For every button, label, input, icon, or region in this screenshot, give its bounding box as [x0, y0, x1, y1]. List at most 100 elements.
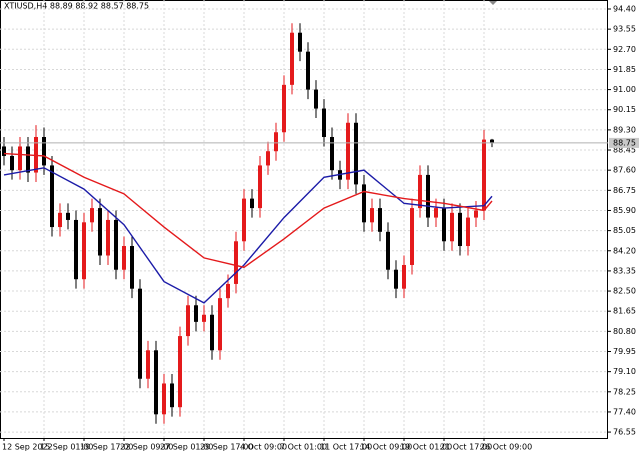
candle-body: [362, 184, 366, 223]
y-tick-label: 79.95: [613, 347, 636, 356]
candle-body: [10, 155, 14, 171]
candle-body: [394, 269, 398, 289]
y-tick-label: 91.00: [613, 85, 636, 94]
y-tick-label: 88.45: [613, 146, 636, 155]
candle-body: [58, 212, 62, 228]
candle-body: [162, 383, 166, 415]
candle-body: [122, 246, 126, 270]
y-tick-label: 84.20: [613, 246, 636, 255]
moving-average: [3, 152, 493, 269]
candle-body: [74, 219, 78, 280]
candle-body: [50, 165, 54, 228]
candle-body: [18, 146, 22, 171]
candle-body: [434, 208, 438, 218]
candle-body: [410, 208, 414, 265]
candle-body: [242, 198, 246, 242]
y-tick-label: 94.40: [613, 5, 636, 14]
candle-body: [26, 146, 30, 173]
x-tick-label: 7 Oct 01:00: [280, 443, 327, 452]
candle-body: [274, 132, 278, 152]
y-tick-label: 86.75: [613, 186, 636, 195]
x-tick-label: 22 Sep 09:00: [120, 443, 173, 452]
candle-body: [114, 219, 118, 270]
candle-body: [450, 212, 454, 242]
y-tick-label: 93.55: [613, 25, 636, 34]
candle-body: [386, 231, 390, 270]
y-tick-label: 85.90: [613, 206, 636, 215]
candle-body: [146, 350, 150, 379]
candle-body: [458, 212, 462, 247]
x-tick-label: 12 Sep 2022: [2, 443, 53, 452]
x-tick-label: 29 Sep 17:00: [200, 443, 253, 452]
candle-body: [194, 305, 198, 322]
y-tick-label: 78.25: [613, 387, 636, 396]
candle-body: [138, 288, 142, 379]
candle-body: [154, 350, 158, 415]
x-tick-label: 27 Sep 01:00: [160, 443, 213, 452]
candle-body: [266, 151, 270, 166]
shift-marker: [489, 1, 497, 5]
y-tick-label: 89.30: [613, 125, 636, 134]
candle-body: [402, 264, 406, 289]
candle-body: [354, 122, 358, 185]
candle-body: [2, 146, 6, 156]
moving-average: [3, 167, 493, 304]
candle-body: [330, 136, 334, 171]
candle-body: [482, 139, 486, 211]
y-tick-label: 85.05: [613, 226, 636, 235]
candle-body: [346, 122, 350, 180]
candle-body: [298, 32, 302, 52]
candle-body: [466, 217, 470, 247]
candle-body: [42, 136, 46, 166]
candle-body: [378, 208, 382, 232]
candle-body: [170, 383, 174, 408]
candle-body: [202, 314, 206, 322]
candle-body: [290, 32, 294, 85]
candle-body: [282, 84, 286, 133]
y-tick-label: 77.40: [613, 407, 636, 416]
candle-body: [130, 246, 134, 289]
candle-body: [418, 174, 422, 209]
candle-body: [34, 136, 38, 173]
y-tick-label: 80.80: [613, 327, 636, 336]
x-tick-label: 14 Oct 09:00: [360, 443, 412, 452]
candle-body: [306, 51, 310, 90]
candle-body: [178, 336, 182, 408]
candle-body: [226, 283, 230, 299]
candle-body: [106, 219, 110, 256]
x-tick-label: 11 Oct 17:00: [320, 443, 372, 452]
x-tick-label: 15 Sep 01:00: [40, 443, 93, 452]
candle-body: [82, 222, 86, 280]
candle-body: [490, 139, 494, 143]
candle-body: [258, 165, 262, 209]
y-tick-label: 76.55: [613, 428, 636, 437]
y-tick-label: 81.65: [613, 307, 636, 316]
x-tick-label: 19 Sep 17:00: [80, 443, 133, 452]
candle-body: [474, 210, 478, 218]
candle-body: [210, 314, 214, 351]
candle-body: [250, 198, 254, 209]
y-tick-label: 91.85: [613, 65, 636, 74]
last-price-label: 88.75: [613, 138, 636, 147]
y-tick-label: 79.10: [613, 367, 636, 376]
x-tick-label: 19 Oct 01:00: [400, 443, 452, 452]
y-tick-label: 87.60: [613, 166, 636, 175]
candle-body: [314, 89, 318, 109]
candle-body: [370, 208, 374, 223]
x-tick-label: 26 Oct 09:00: [480, 443, 532, 452]
candle-body: [66, 212, 70, 220]
y-tick-label: 90.15: [613, 105, 636, 114]
y-tick-label: 92.70: [613, 45, 636, 54]
candle-body: [186, 305, 190, 337]
candle-body: [234, 241, 238, 284]
y-tick-label: 82.50: [613, 287, 636, 296]
candle-body: [98, 208, 102, 256]
x-tick-label: 21 Oct 17:00: [440, 443, 492, 452]
candle-body: [218, 298, 222, 351]
chart-title: XTIUSD,H4 88.89 88.92 88.57 88.75: [4, 2, 149, 11]
candle-body: [90, 208, 94, 223]
y-tick-label: 83.35: [613, 266, 636, 275]
candle-body: [442, 208, 446, 242]
last-price-badge: [609, 137, 639, 148]
